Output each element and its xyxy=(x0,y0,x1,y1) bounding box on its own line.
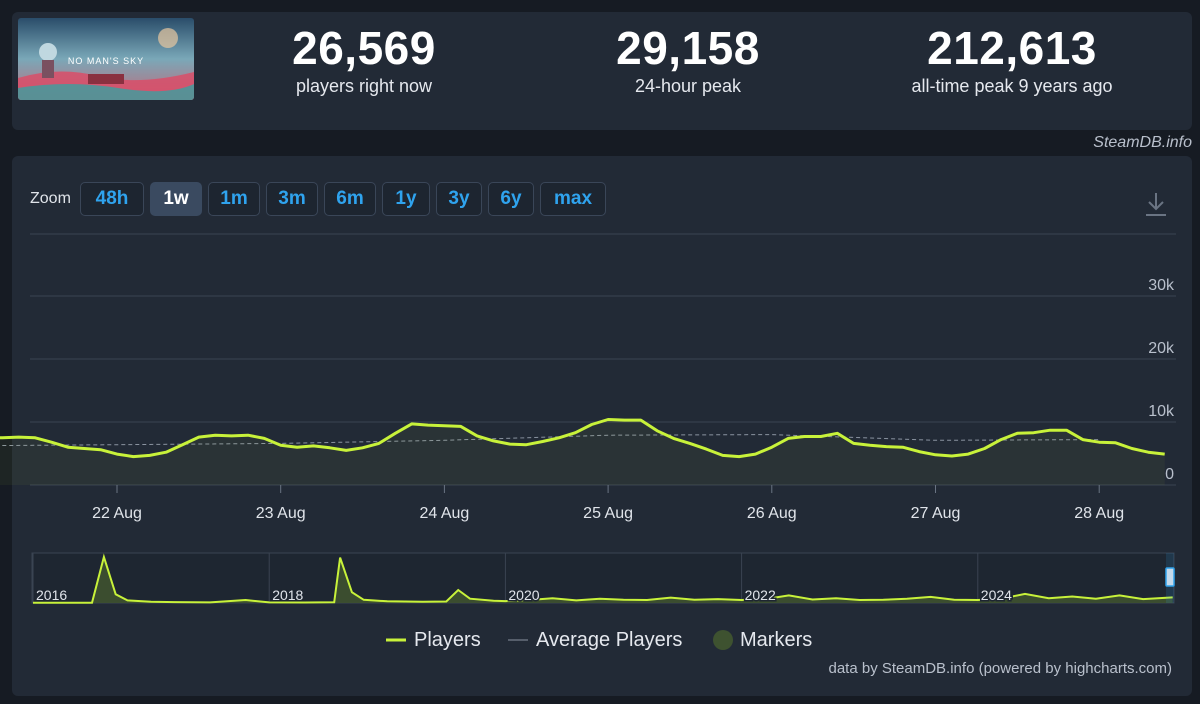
players-area xyxy=(0,419,1165,485)
navigator-tick-label: 2022 xyxy=(745,587,776,603)
highcharts-credit[interactable]: data by SteamDB.info (powered by highcha… xyxy=(828,660,1173,677)
zoom-label: Zoom xyxy=(30,190,71,207)
average-players-line[interactable] xyxy=(0,434,1100,447)
navigator-selection[interactable] xyxy=(1166,553,1174,603)
stat-all-time-peak-value: 212,613 xyxy=(927,22,1097,74)
stat-24h-peak-label: 24-hour peak xyxy=(634,76,742,96)
zoom-button-6y[interactable]: 6y xyxy=(488,182,534,216)
zoom-button-6m[interactable]: 6m xyxy=(324,182,376,216)
stats-panel xyxy=(12,12,1192,130)
legend-average-line-icon xyxy=(508,639,528,641)
x-tick-label: 25 Aug xyxy=(583,505,633,522)
zoom-button-max[interactable]: max xyxy=(540,182,606,216)
x-tick-label: 27 Aug xyxy=(911,505,961,522)
players-line[interactable] xyxy=(0,418,1165,459)
y-tick-label: 30k xyxy=(1148,277,1175,294)
navigator-line xyxy=(33,553,1173,604)
zoom-button-3m[interactable]: 3m xyxy=(266,182,318,216)
navigator-tick-label: 2018 xyxy=(272,587,303,603)
steamdb-credit-top[interactable]: SteamDB.info xyxy=(1093,134,1192,151)
y-tick-label: 0 xyxy=(1165,466,1174,483)
y-tick-label: 10k xyxy=(1148,403,1175,420)
stat-all-time-peak: 212,613 all-time peak 9 years ago xyxy=(892,24,1132,97)
x-tick-label: 26 Aug xyxy=(747,505,797,522)
legend-item-markers[interactable]: Markers xyxy=(712,626,812,654)
chart-panel xyxy=(12,156,1192,696)
game-logo-text: NO MAN'S SKY xyxy=(68,56,144,66)
navigator-tick-label: 2020 xyxy=(508,587,539,603)
navigator-tick-label: 2016 xyxy=(36,587,67,603)
x-tick-label: 28 Aug xyxy=(1074,505,1124,522)
zoom-button-1y[interactable]: 1y xyxy=(382,182,430,216)
zoom-button-1w[interactable]: 1w xyxy=(150,182,202,216)
download-icon[interactable] xyxy=(1142,190,1170,220)
stat-current: 26,569 players right now xyxy=(264,24,464,97)
legend-players-label: Players xyxy=(414,628,481,651)
stat-24h-peak-value: 29,158 xyxy=(616,22,760,74)
legend-markers-dot-icon xyxy=(713,630,733,650)
navigator-handle[interactable] xyxy=(1165,567,1175,587)
x-tick-label: 23 Aug xyxy=(256,505,306,522)
zoom-button-3y[interactable]: 3y xyxy=(436,182,482,216)
zoom-button-1m[interactable]: 1m xyxy=(208,182,260,216)
zoom-button-48h[interactable]: 48h xyxy=(80,182,144,216)
legend-players-line-icon xyxy=(386,638,406,642)
stat-all-time-peak-label: all-time peak 9 years ago xyxy=(911,76,1113,96)
legend-markers-label: Markers xyxy=(740,628,813,651)
stat-current-label: players right now xyxy=(295,76,433,96)
game-header-image[interactable]: NO MAN'S SKY xyxy=(18,18,194,100)
legend-average-label: Average Players xyxy=(536,628,683,651)
legend-item-players[interactable]: Players xyxy=(386,626,481,654)
stat-24h-peak: 29,158 24-hour peak xyxy=(588,24,788,97)
legend-item-average-players[interactable]: Average Players xyxy=(508,626,682,654)
x-tick-label: 22 Aug xyxy=(92,505,142,522)
navigator-background[interactable] xyxy=(31,552,1175,604)
y-tick-label: 20k xyxy=(1148,340,1175,357)
stat-current-value: 26,569 xyxy=(292,22,436,74)
x-tick-label: 24 Aug xyxy=(419,505,469,522)
navigator-tick-label: 2024 xyxy=(981,587,1012,603)
